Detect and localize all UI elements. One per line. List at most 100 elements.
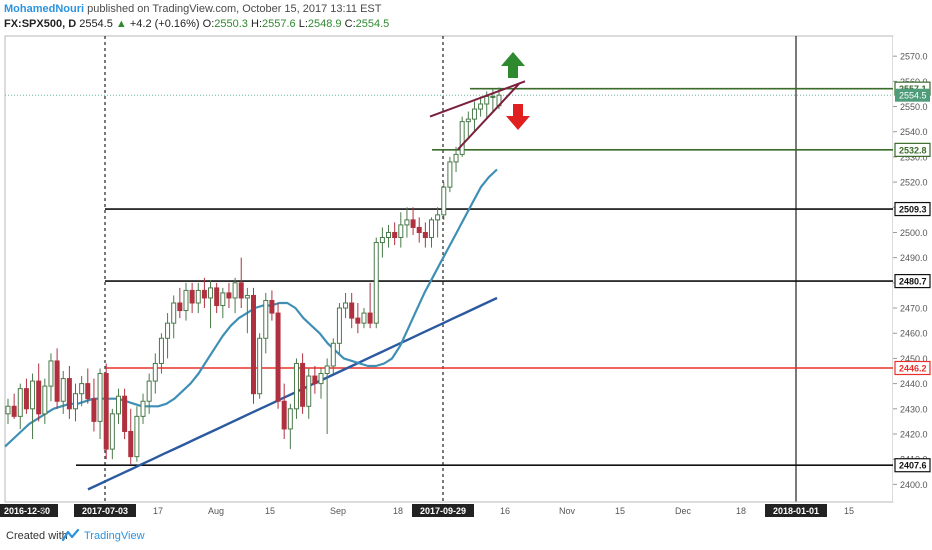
wedge-lower-line	[457, 83, 520, 151]
candle-body	[79, 383, 85, 395]
candle-body	[48, 360, 54, 387]
time-tick-label: 17	[153, 506, 163, 516]
level-price-label: 2446.2	[899, 363, 927, 373]
plot-area	[4, 35, 894, 503]
candle-body	[189, 289, 195, 304]
candle-body	[251, 294, 256, 395]
candle-body	[134, 415, 140, 458]
candle-body	[238, 282, 244, 299]
high-label: H:	[251, 18, 262, 30]
time-tick-label: 15	[265, 506, 275, 516]
price-tick-label: 2460.0	[900, 329, 928, 339]
price-tick-label: 2570.0	[900, 52, 928, 62]
candle-body	[324, 365, 330, 375]
candle-body	[140, 400, 146, 417]
slow-moving-average-line	[87, 296, 498, 491]
candle-body	[367, 312, 373, 324]
candle-body	[23, 388, 29, 410]
candle-body	[435, 214, 441, 221]
candle-body	[318, 373, 324, 385]
candle-body	[195, 289, 201, 304]
quote-line: FX:SPX500, D 2554.5 ▲ +4.2 (+0.16%) O:25…	[4, 18, 389, 30]
high-value: 2557.6	[262, 18, 296, 30]
price-tick-label: 2450.0	[900, 354, 928, 364]
publication-line: MohamedNouri published on TradingView.co…	[4, 3, 381, 15]
change-value: +4.2 (+0.16%)	[129, 18, 200, 30]
candle-body	[66, 378, 72, 410]
candle-body	[410, 219, 416, 228]
open-label: O:	[202, 18, 215, 30]
candle-body	[392, 231, 398, 239]
published-text: published on TradingView.com, October 15…	[87, 3, 382, 15]
candle-body	[447, 161, 453, 188]
candle-body	[30, 380, 36, 410]
author-link[interactable]: MohamedNouri	[4, 3, 85, 15]
level-price-label: 2509.3	[899, 205, 927, 215]
current-price-tag	[895, 88, 930, 102]
time-tick-label: 15	[844, 506, 854, 516]
candle-body	[343, 302, 349, 309]
price-axis	[893, 36, 932, 502]
candle-body	[244, 294, 250, 299]
level-price-tag	[894, 142, 931, 157]
close-value: 2554.5	[355, 18, 390, 30]
candle-body	[54, 360, 60, 402]
price-chart[interactable]: 2400.02410.02420.02430.02440.02450.02460…	[0, 0, 932, 524]
created-with-text: Created with	[6, 530, 68, 542]
candle-body	[201, 289, 207, 299]
candle-body	[73, 393, 79, 410]
current-price-label: 2554.5	[899, 91, 927, 101]
tradingview-logo-icon	[62, 528, 80, 542]
candle-body	[361, 312, 367, 324]
candle-body	[165, 322, 171, 339]
level-price-tag	[894, 360, 931, 376]
time-tick-label: 15	[615, 506, 625, 516]
time-tick-label: Aug	[208, 506, 224, 516]
candle-body	[146, 380, 152, 402]
candle-body	[386, 231, 392, 239]
time-tick-label: 2018-01-01	[773, 506, 819, 516]
candle-body	[428, 219, 434, 239]
candle-body	[158, 337, 164, 364]
price-tick-label: 2530.0	[900, 152, 928, 162]
candle-body	[293, 362, 299, 410]
candle-body	[275, 312, 281, 402]
time-tick-label: 2016-12-30	[4, 506, 50, 516]
candle-body	[17, 388, 23, 417]
open-value: 2550.3	[214, 18, 248, 30]
price-tick-label: 2440.0	[900, 379, 928, 389]
level-price-tag	[894, 273, 931, 289]
candle-body	[85, 383, 91, 400]
tradingview-brand[interactable]: TradingView	[84, 530, 145, 542]
candle-body	[306, 375, 312, 407]
arrow-up-icon	[501, 52, 525, 78]
candle-body	[208, 287, 214, 299]
candle-body	[103, 373, 109, 450]
price-tick-label: 2500.0	[900, 228, 928, 238]
time-tag-highlight	[0, 504, 58, 517]
candle-body	[465, 118, 471, 123]
candle-body	[441, 186, 447, 216]
candle-body	[459, 121, 465, 155]
time-tick-label: 16	[500, 506, 510, 516]
candle-body	[122, 395, 128, 432]
candle-body	[152, 362, 158, 382]
candle-body	[484, 95, 490, 105]
time-tag-highlight	[74, 504, 136, 517]
candle-body	[97, 373, 103, 422]
candle-body	[373, 242, 379, 324]
time-tick-label: Nov	[559, 506, 576, 516]
candle-body	[287, 408, 293, 430]
level-price-label: 2532.8	[899, 145, 927, 155]
price-tick-label: 2490.0	[900, 253, 928, 263]
price-tick-label: 2520.0	[900, 178, 928, 188]
candle-body	[471, 108, 477, 120]
last-price: 2554.5	[79, 18, 113, 30]
candle-body	[220, 292, 226, 307]
time-tag-highlight	[412, 504, 474, 517]
price-tick-label: 2470.0	[900, 304, 928, 314]
symbol-label[interactable]: FX:SPX500, D	[4, 18, 77, 30]
candle-body	[42, 385, 48, 415]
candle-body	[91, 398, 97, 422]
candle-body	[478, 103, 484, 110]
